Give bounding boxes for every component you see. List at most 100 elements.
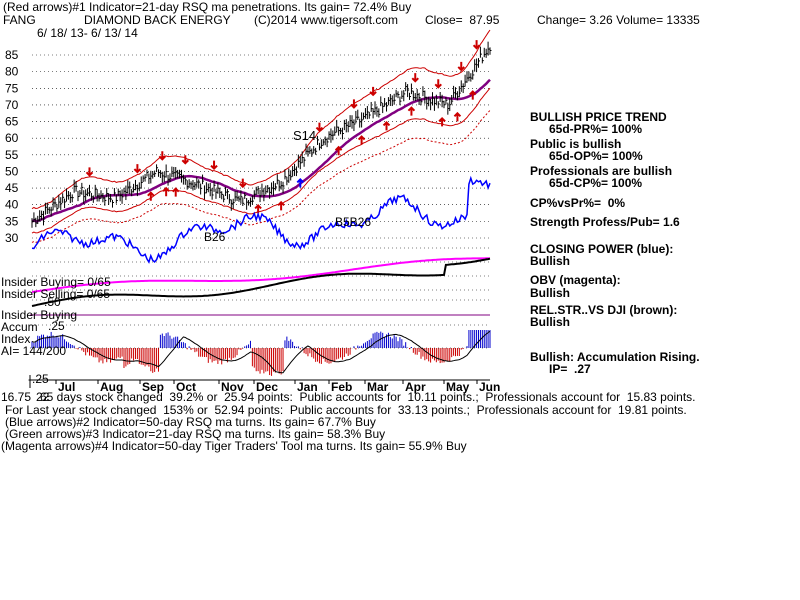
price-grid [32,54,490,301]
sell-arrow [472,40,481,50]
ip-value: IP= .27 [549,362,591,376]
sell-arrow [181,155,190,165]
close-value: Close= 87.95 [425,13,500,27]
x-tick-label: Jan [297,380,318,394]
header-indicator-line: (Red arrows)#1 Indicator=21-day RSQ ma p… [3,0,412,14]
annotation-b26: B26 [204,230,226,244]
accum-mid-value: .50 [44,295,61,309]
cp-value: 65d-CP%= 100% [549,176,643,190]
sell-arrow [158,151,167,161]
signal-arrows [85,40,481,214]
buy-arrow [453,111,462,122]
sell-arrow [315,122,324,132]
date-range: 6/ 18/ 13- 6/ 13/ 14 [37,26,138,40]
relstr-label: REL.STR..VS DJI (brown): [530,303,678,317]
x-tick-label: Dec [256,380,278,394]
buy-arrow [407,106,416,116]
public-status: Public is bullish [530,137,622,151]
buy-arrow [296,178,304,188]
obv-status: Bullish [530,286,571,300]
x-tick-label: Apr [405,380,426,394]
bottom-left-value-2: 22 [36,390,50,404]
relative-strength-line [31,257,491,307]
buy-arrow [438,116,446,127]
accumulation-ma-line [31,330,491,374]
footer-line-65d: 65 days stock changed 39.2% or 25.94 poi… [40,390,696,404]
footer-line-green: (Green arrows)#3 Indicator=21-day RSQ ma… [5,427,386,441]
sell-arrow [457,61,465,72]
sell-arrow [369,86,377,97]
trend-title: BULLISH PRICE TREND [530,110,667,124]
x-axis-ticks: Jul Aug Sep Oct Nov Dec Jan Feb Mar Apr May Jun [55,380,500,394]
lower-band-dotted [31,110,491,243]
accum-top-value: .25 [48,319,65,333]
pr-value: 65d-PR%= 100% [549,122,643,136]
accum-status: Bullish: Accumulation Rising. [530,350,700,364]
upper-band [31,29,491,210]
sell-arrow [133,164,142,174]
y-tick-label: 70 [5,98,19,112]
op-value: 65d-OP%= 100% [549,149,643,163]
x-tick-label: Mar [367,380,389,394]
y-tick-label: 50 [5,164,19,178]
x-tick-label: Aug [100,380,123,394]
sell-arrow [434,79,442,89]
price-bars [31,41,492,228]
closing-power-status: Bullish [530,254,571,268]
obv-line [31,257,491,293]
y-tick-label: 85 [5,48,19,62]
lower-band [31,87,491,234]
buy-arrow [469,90,477,100]
x-tick-label: May [446,380,470,394]
sell-arrow [350,99,358,109]
cpvspr-value: CP%vsPr%= 0% [530,196,626,210]
buy-arrow [277,200,285,211]
footer-line-year: For Last year stock changed 153% or 52.9… [5,403,687,417]
y-axis-ticks: 85 80 75 70 65 60 55 50 45 40 35 30 [5,48,19,245]
bottom-left-value: 16.75 [1,390,32,404]
x-tick-label: Oct [176,380,196,394]
y-tick-label: 40 [5,198,19,212]
y-tick-label: 60 [5,131,19,145]
change-volume: Change= 3.26 Volume= 13335 [537,13,700,27]
insider-selling: Insider Selling= 0/65 [1,287,111,301]
y-tick-label: 65 [5,115,19,129]
y-tick-label: 80 [5,65,19,79]
y-tick-label: 75 [5,81,19,95]
closing-power-line [31,175,491,264]
index-label: Index [1,332,31,346]
accumulation-bars [31,330,491,376]
footer-line-blue: (Blue arrows)#2 Indicator=50-day RSQ ma … [5,415,376,429]
company-name: DIAMOND BACK ENERGY [84,13,231,27]
x-tick-label: Sep [142,380,164,394]
buy-arrow [357,135,366,145]
x-tick-label: Nov [221,380,244,394]
sell-arrow [239,178,247,189]
ticker-symbol: FANG [3,13,36,27]
accum-bottom-value: -.25 [28,372,49,386]
obv-label: OBV (magenta): [530,273,621,287]
footer-line-magenta: (Magenta arrows)#4 Indicator=50-day Tige… [1,439,467,453]
sell-arrow [210,160,218,171]
x-tick-label: Feb [331,380,352,394]
buy-arrow [334,145,343,156]
buy-arrow [382,121,391,131]
buy-arrow [147,191,155,201]
buy-arrow [172,187,180,197]
insider-buying-label: Insider Buying [1,308,78,322]
sell-arrow [85,167,94,177]
annotation-b5b26: B5B26 [335,215,372,229]
pros-status: Professionals are bullish [530,164,673,178]
ai-value: AI= 144/200 [1,344,67,358]
x-tick-label: Jul [58,380,75,394]
accum-label: Accum [1,320,38,334]
x-tick-label: Jun [479,380,500,394]
sell-arrow [411,73,419,83]
y-tick-label: 30 [5,231,19,245]
buy-arrow [162,186,170,197]
y-tick-label: 45 [5,181,19,195]
closing-power-label: CLOSING POWER (blue): [530,242,674,256]
insider-buying: Insider Buying= 0/65 [1,275,111,289]
y-tick-label: 55 [5,148,19,162]
